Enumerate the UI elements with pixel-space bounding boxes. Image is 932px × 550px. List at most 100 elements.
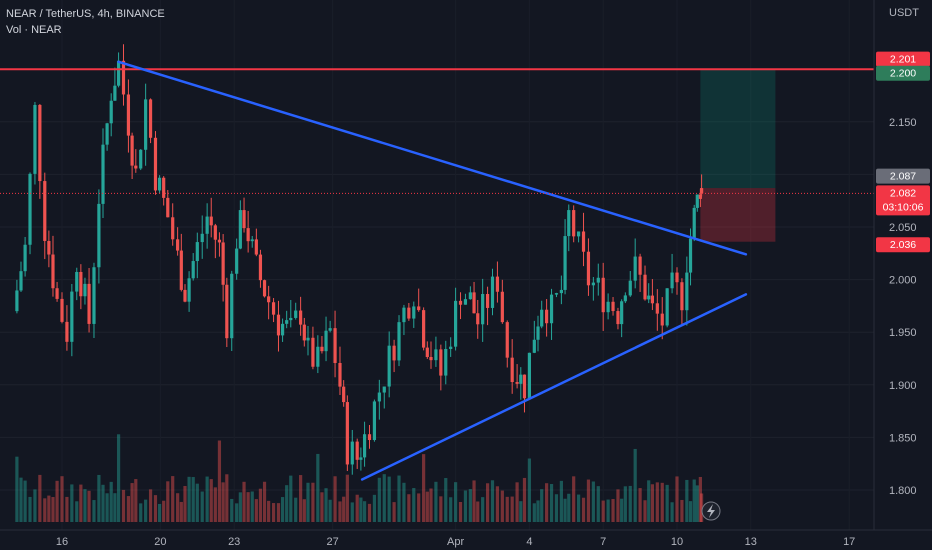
candle-body [680,282,684,311]
candle-body [258,254,263,281]
candle-body [572,210,576,237]
volume-bar [422,454,426,522]
candle-body [468,292,472,300]
candle-body [87,283,91,324]
candle-body [655,303,659,314]
candle-body [28,173,32,245]
candle-body [345,402,349,465]
candle-body [522,374,527,399]
countdown-label: 03:10:06 [883,201,924,213]
candle-body [121,60,126,95]
volume-bar [113,493,117,522]
candle-body [276,314,281,336]
candle-body [519,374,523,384]
last-price-tag-label: 2.082 [890,187,916,199]
candle-body [280,323,285,336]
date-tick-label: Apr [447,536,464,548]
candle-body [225,284,229,339]
candle-body [320,346,324,352]
volume-bar [532,503,536,522]
volume-bar [333,476,337,522]
volume-bar [540,489,544,522]
candle-body [79,271,83,297]
volume-bar [299,475,303,522]
price-tags: 2.201 2.200 2.087 2.082 03:10:06 2.036 [876,51,930,253]
volume-bar [60,476,64,522]
drawn-lines[interactable] [0,60,874,481]
ascending-trendline[interactable] [360,293,748,481]
volume-bar [643,500,647,522]
volume-bar [23,480,27,522]
volume-legend[interactable]: Vol · NEAR [6,24,62,36]
candle-body [324,330,328,352]
candle-body [338,363,342,387]
volume-bar [289,475,293,522]
volume-bar [680,499,684,522]
volume-bar [242,481,246,522]
volume-bar [362,501,367,522]
volume-bar [79,484,83,522]
volume-bar [633,448,637,522]
candle-body [213,225,217,240]
loss-zone[interactable] [700,188,776,242]
candle-body [116,60,121,86]
candle-body [316,346,320,367]
candle-body [92,267,96,324]
lightning-icon[interactable] [701,501,721,521]
volume-bar [655,482,659,522]
date-axis[interactable]: 16 20 23 27 Apr 4 7 10 13 17 [0,529,932,548]
candle-body [38,104,42,182]
candle-body [109,100,113,124]
candle-body [51,254,55,289]
volume-bar [695,485,699,522]
volume-bar [490,480,495,522]
volume-bar [611,499,615,522]
long-position-tool[interactable] [700,69,776,242]
volume-bar [372,494,377,522]
symbol-line[interactable]: NEAR / TetherUS, 4h, BINANCE [6,8,165,20]
price-axis[interactable]: USDT 2.1502.1002.0502.0001.9501.9001.850… [873,0,932,530]
date-tick-label: 27 [326,536,338,548]
volume-bar [83,489,87,522]
volume-bar [92,500,96,522]
candle-body [685,272,689,311]
candle-body [306,337,310,341]
candle-body [577,231,581,237]
candle-body [342,386,346,403]
candle-body [586,251,591,286]
candle-body [559,289,563,294]
candle-body [425,347,429,357]
profit-zone[interactable] [700,69,776,189]
volume-bar [235,503,239,522]
volume-bar [485,483,490,522]
descending-trendline[interactable] [117,60,748,256]
candle-body [601,277,605,313]
candle-body [688,238,693,273]
volume-bar [217,440,222,522]
volume-bar [250,491,254,522]
volume-bar [392,502,396,522]
volume-bar [38,474,42,522]
candle-body [105,123,109,145]
price-tick-label: 2.150 [889,117,917,129]
volume-bar [444,478,448,522]
volume-bar [294,497,298,522]
candle-body [536,326,540,340]
date-tick-label: 4 [526,536,532,548]
volume-bar [449,497,453,522]
candle-body [439,349,443,376]
candle-body [144,99,148,150]
candle-body [633,256,637,281]
candle-body [660,313,664,326]
candle-body [549,294,554,324]
price-tick-label: 1.900 [889,380,917,392]
candle-body [515,382,519,384]
volume-bar [367,503,372,522]
volume-bar [267,500,271,522]
volume-bar [429,488,433,522]
volume-bar [650,484,654,522]
candle-body [183,289,187,302]
volume-bar [87,490,91,522]
volume-bar [692,479,696,522]
